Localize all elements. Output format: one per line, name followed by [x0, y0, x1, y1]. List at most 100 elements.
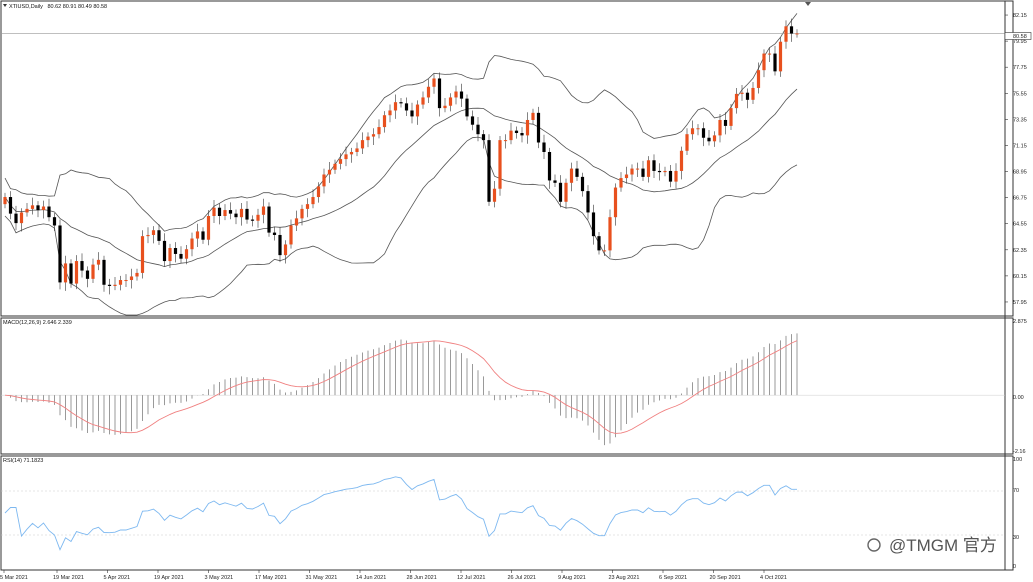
- candle-body: [195, 231, 200, 239]
- candle-body: [575, 168, 579, 177]
- candle-body: [723, 119, 728, 126]
- rsi-tick-30: 30: [1013, 535, 1019, 541]
- candle-body: [234, 213, 238, 218]
- date-tick-label: 19 Apr 2021: [154, 575, 184, 581]
- candle-body: [646, 160, 651, 177]
- candle-body: [289, 225, 293, 245]
- candle-body: [168, 248, 172, 262]
- candle-body: [685, 134, 689, 151]
- candle-body: [327, 169, 332, 175]
- candle-body: [531, 112, 535, 120]
- candle-body: [63, 263, 68, 283]
- macd-tick-zero: 0.00: [1013, 395, 1024, 401]
- candle-body: [410, 110, 414, 117]
- candle-body: [679, 150, 684, 171]
- price-panel-frame: [0, 0, 1014, 317]
- candle-body: [674, 170, 678, 182]
- candle-body: [349, 151, 354, 155]
- candle-body: [157, 230, 161, 241]
- candle-body: [393, 102, 398, 111]
- chart-shift-marker-icon[interactable]: [805, 2, 811, 6]
- candle-body: [597, 236, 601, 251]
- candle-body: [542, 142, 546, 152]
- candle-body: [630, 168, 634, 175]
- price-tick-label: 75.55: [1013, 91, 1027, 97]
- date-tick-label: 14 Jun 2021: [356, 575, 386, 581]
- date-tick-label: 17 May 2021: [255, 575, 287, 581]
- macd-label: MACD(12,26,9) 2.646 2.339: [3, 320, 72, 326]
- candle-body: [652, 160, 656, 171]
- candle-body: [140, 236, 145, 273]
- candle-body: [316, 186, 321, 198]
- macd-panel-frame: [0, 317, 1014, 455]
- rsi-label: RSI(14) 71.1823: [3, 458, 43, 464]
- macd-tick-top: 2.875: [1013, 319, 1027, 325]
- candle-body: [118, 280, 123, 285]
- candle-body: [294, 218, 299, 226]
- candle-body: [635, 168, 640, 170]
- price-tick-label: 60.15: [1013, 274, 1027, 280]
- ohlc-values: 80.62 80.91 80.49 80.58: [47, 4, 107, 10]
- candle-body: [3, 197, 7, 205]
- candle-body: [553, 180, 557, 183]
- last-price-label: 80.58: [1013, 34, 1027, 40]
- rsi-panel-frame: [0, 455, 1014, 571]
- candle-body: [217, 207, 222, 217]
- symbol-dropdown-icon[interactable]: [3, 4, 7, 7]
- candle-body: [344, 154, 348, 160]
- candle-body: [696, 128, 700, 130]
- candle-body: [751, 87, 755, 100]
- candle-body: [668, 170, 673, 182]
- candle-body: [19, 212, 24, 224]
- candle-body: [399, 102, 403, 104]
- candle-body: [470, 116, 475, 125]
- candle-body: [641, 168, 645, 177]
- date-axis-ticks: 5 Mar 2021 19 Mar 2021 5 Apr 2021 19 Apr 20…: [0, 570, 787, 581]
- candle-body: [729, 108, 733, 126]
- candle-body: [91, 264, 95, 279]
- price-tick-label: 62.35: [1013, 248, 1027, 254]
- candle-body: [333, 163, 337, 170]
- candle-body: [608, 217, 612, 251]
- candle-body: [124, 280, 128, 282]
- price-tick-label: 77.75: [1013, 65, 1027, 71]
- candle-body: [734, 93, 739, 109]
- candle-body: [256, 214, 260, 221]
- candle-body: [503, 140, 508, 142]
- candle-body: [784, 26, 788, 42]
- date-tick-label: 23 Aug 2021: [609, 575, 640, 581]
- rsi-tick-70: 70: [1013, 488, 1019, 494]
- candle-body: [25, 208, 29, 213]
- candle-body: [305, 204, 310, 209]
- candle-body: [102, 259, 106, 285]
- candle-body: [762, 53, 766, 71]
- candle-body: [74, 261, 79, 284]
- candle-body: [773, 53, 777, 72]
- price-tick-label: 68.95: [1013, 170, 1027, 176]
- candle-body: [718, 119, 722, 136]
- candle-body: [52, 217, 57, 226]
- date-tick-label: 6 Sep 2021: [659, 575, 687, 581]
- price-tick-label: 79.95: [1013, 39, 1027, 45]
- candle-body: [190, 238, 194, 250]
- bollinger-upper-band: [4, 13, 798, 232]
- date-tick-label: 3 May 2021: [205, 575, 234, 581]
- candle-body: [404, 103, 409, 111]
- candle-body: [525, 119, 530, 136]
- watermark-text: @TMGM 官方: [889, 536, 997, 555]
- date-tick-label: 28 Jun 2021: [407, 575, 437, 581]
- candle-body: [283, 244, 288, 256]
- date-tick-label: 9 Aug 2021: [558, 575, 586, 581]
- candle-body: [498, 140, 502, 189]
- candle-body: [520, 133, 524, 136]
- candle-body: [129, 276, 134, 281]
- candle-body: [712, 135, 717, 142]
- date-tick-label: 5 Mar 2021: [0, 575, 28, 581]
- candle-body: [492, 188, 497, 202]
- price-tick-label: 57.95: [1013, 300, 1027, 306]
- candle-body: [602, 250, 607, 252]
- candle-body: [558, 182, 563, 202]
- candle-body: [212, 207, 216, 217]
- candle-body: [311, 197, 315, 205]
